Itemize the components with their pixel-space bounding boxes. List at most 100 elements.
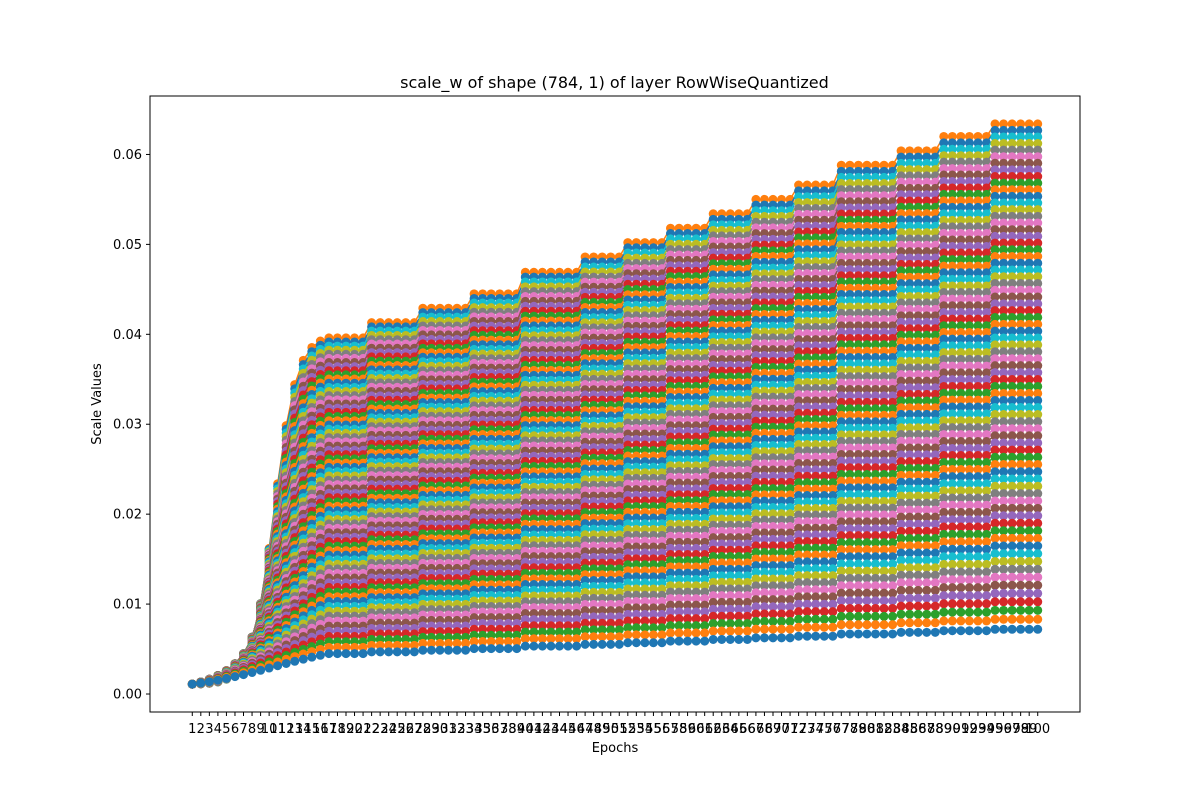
data-point — [990, 278, 1000, 288]
data-point — [896, 221, 906, 231]
data-point — [1016, 211, 1026, 221]
data-point — [870, 315, 880, 325]
data-point — [836, 327, 846, 337]
data-point — [981, 196, 991, 206]
data-point — [973, 281, 983, 291]
data-point — [999, 211, 1009, 221]
data-point — [939, 157, 949, 167]
data-point — [947, 314, 957, 324]
data-point — [999, 278, 1009, 288]
data-point — [870, 240, 880, 250]
data-point — [956, 281, 966, 291]
data-point — [1024, 285, 1034, 295]
data-point — [999, 231, 1009, 241]
data-point — [999, 139, 1009, 149]
data-point — [956, 255, 966, 265]
data-point — [922, 215, 932, 225]
data-point — [1024, 158, 1034, 168]
data-point — [1007, 265, 1017, 275]
data-point — [913, 291, 923, 301]
data-point — [973, 294, 983, 304]
data-point — [1016, 272, 1026, 282]
data-point — [1016, 245, 1026, 255]
data-point — [981, 261, 991, 271]
data-point — [836, 271, 846, 281]
data-point — [836, 277, 846, 287]
data-point — [845, 308, 855, 318]
data-point — [999, 152, 1009, 162]
data-point — [1033, 185, 1043, 195]
data-point — [862, 333, 872, 343]
data-point — [964, 248, 974, 258]
data-point — [1033, 265, 1043, 275]
data-point — [973, 151, 983, 161]
data-point — [956, 176, 966, 186]
data-point — [836, 289, 846, 299]
data-point — [905, 324, 915, 334]
data-point — [939, 294, 949, 304]
data-point — [1007, 165, 1017, 175]
data-point — [999, 158, 1009, 168]
data-point — [999, 132, 1009, 142]
data-point — [930, 298, 940, 308]
data-point — [964, 301, 974, 311]
data-point — [947, 202, 957, 212]
data-point — [905, 171, 915, 181]
data-point — [930, 317, 940, 327]
data-point — [947, 281, 957, 291]
data-point — [896, 266, 906, 276]
data-point — [1024, 185, 1034, 195]
data-point — [1033, 119, 1043, 129]
data-point — [981, 255, 991, 265]
data-point — [896, 202, 906, 212]
data-point — [1033, 205, 1043, 215]
data-point — [981, 274, 991, 284]
data-point — [1024, 278, 1034, 288]
data-point — [853, 246, 863, 256]
data-point — [879, 327, 889, 337]
data-point — [1024, 306, 1034, 316]
data-point — [1016, 225, 1026, 235]
data-point — [939, 228, 949, 238]
data-point — [1033, 258, 1043, 268]
data-point — [845, 240, 855, 250]
data-point — [870, 283, 880, 293]
data-point — [964, 314, 974, 324]
data-point — [845, 234, 855, 244]
data-point — [1033, 238, 1043, 248]
data-point — [905, 317, 915, 327]
data-point — [905, 196, 915, 206]
data-point — [1024, 245, 1034, 255]
data-point — [956, 228, 966, 238]
data-point — [999, 218, 1009, 228]
data-point — [879, 271, 889, 281]
data-point — [922, 298, 932, 308]
data-point — [1007, 185, 1017, 195]
data-point — [1007, 205, 1017, 215]
data-point — [956, 151, 966, 161]
data-point — [1007, 218, 1017, 228]
data-point — [964, 294, 974, 304]
data-point — [879, 240, 889, 250]
data-point — [853, 234, 863, 244]
data-point — [956, 189, 966, 199]
data-point — [896, 272, 906, 282]
data-point — [1007, 292, 1017, 302]
data-point — [973, 157, 983, 167]
data-point — [981, 189, 991, 199]
data-point — [939, 268, 949, 278]
data-point — [896, 215, 906, 225]
data-point — [905, 266, 915, 276]
data-point — [853, 283, 863, 293]
data-point — [913, 152, 923, 162]
data-point — [956, 215, 966, 225]
data-point — [939, 131, 949, 141]
data-point — [1007, 125, 1017, 135]
data-point — [947, 222, 957, 232]
data-point — [870, 308, 880, 318]
data-point — [853, 277, 863, 287]
data-point — [905, 279, 915, 289]
data-point — [999, 119, 1009, 129]
data-point — [905, 285, 915, 295]
data-point — [845, 265, 855, 275]
